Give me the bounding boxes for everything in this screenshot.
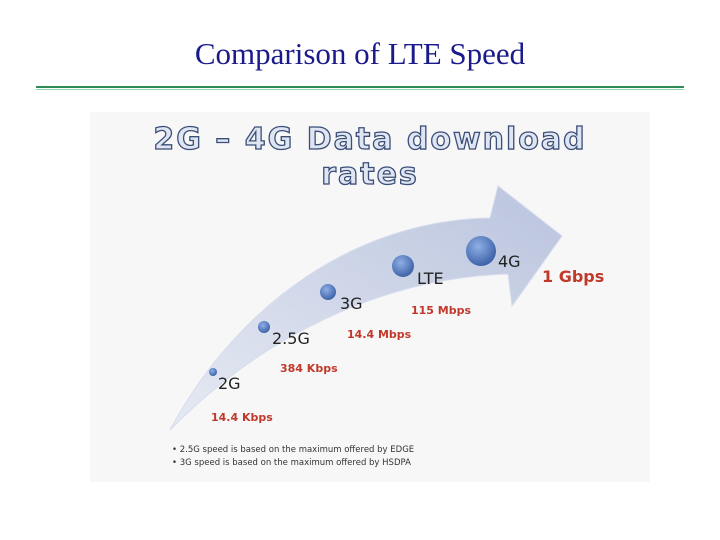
title-divider xyxy=(36,86,684,90)
gen-label-2g: 2G xyxy=(218,374,241,393)
diagram-heading: 2G – 4G Data download rates xyxy=(153,121,587,192)
gen-label-4g: 4G xyxy=(498,252,521,271)
gen-label-lte: LTE xyxy=(417,269,444,288)
rate-2g: 14.4 Kbps xyxy=(211,411,273,424)
growth-arrow xyxy=(169,185,563,431)
slide-title: Comparison of LTE Speed xyxy=(194,36,526,71)
node-2g xyxy=(209,368,217,376)
gen-label-2-5g: 2.5G xyxy=(272,329,310,348)
footnote: 3G speed is based on the maximum offered… xyxy=(172,457,414,470)
gen-label-3g: 3G xyxy=(340,294,363,313)
rate-4g: 1 Gbps xyxy=(542,267,604,286)
rate-2-5g: 384 Kbps xyxy=(280,362,338,375)
rate-lte: 115 Mbps xyxy=(411,304,471,317)
node-2-5g xyxy=(258,321,270,333)
footnotes: 2.5G speed is based on the maximum offer… xyxy=(172,444,414,470)
node-lte xyxy=(392,255,414,277)
node-3g xyxy=(320,284,336,300)
node-4g xyxy=(466,236,496,266)
footnote: 2.5G speed is based on the maximum offer… xyxy=(172,444,414,457)
rate-3g: 14.4 Mbps xyxy=(347,328,412,341)
